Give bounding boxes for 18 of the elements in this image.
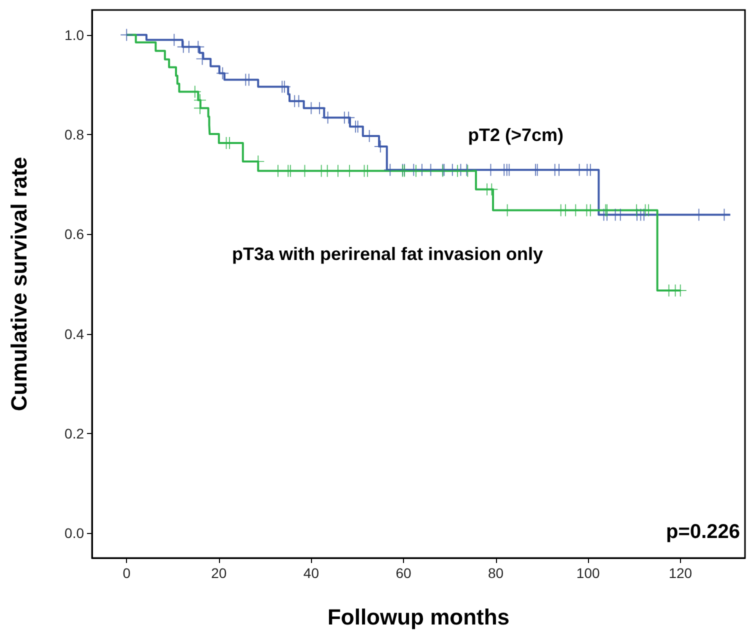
x-tick-label: 40 bbox=[303, 565, 320, 581]
y-tick-label: 0.2 bbox=[64, 425, 84, 442]
x-tick-label: 0 bbox=[122, 565, 131, 581]
x-axis-title: Followup months bbox=[327, 604, 510, 630]
annotation: p=0.226 bbox=[666, 521, 740, 543]
annotation: pT3a with perirenal fat invasion only bbox=[232, 244, 544, 264]
y-tick-label: 0.0 bbox=[64, 525, 84, 542]
x-tick-label: 60 bbox=[396, 565, 412, 581]
y-axis-title: Cumulative survival rate bbox=[6, 156, 32, 412]
y-tick-label: 0.8 bbox=[64, 126, 84, 143]
y-tick-label: 0.4 bbox=[64, 326, 84, 342]
y-tick-label: 0.6 bbox=[64, 226, 84, 242]
annotation: pT2 (>7cm) bbox=[468, 125, 564, 145]
x-tick-label: 120 bbox=[668, 565, 692, 581]
x-tick-label: 100 bbox=[576, 565, 600, 581]
x-tick-label: 80 bbox=[488, 565, 504, 581]
y-tick-label: 1.0 bbox=[64, 26, 84, 43]
x-tick-label: 20 bbox=[211, 565, 227, 581]
